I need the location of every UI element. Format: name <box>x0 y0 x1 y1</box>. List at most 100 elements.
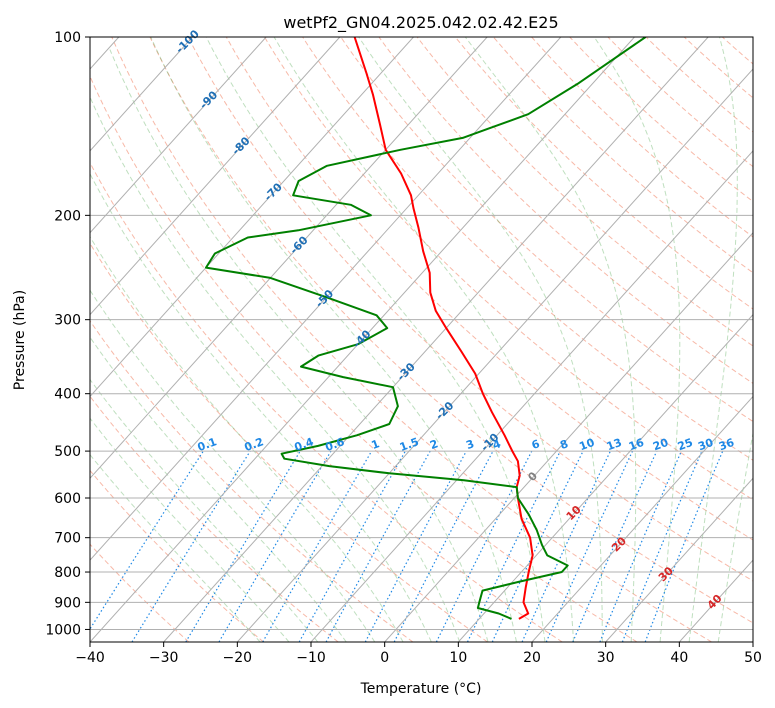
moist-adiabat <box>90 235 404 642</box>
x-tick-label: 0 <box>380 650 389 666</box>
x-tick-label: 30 <box>597 650 615 666</box>
chart-title: wetPf2_GN04.2025.042.02.42.E25 <box>283 13 558 33</box>
moist-adiabat <box>90 336 347 642</box>
moist-adiabat <box>464 37 637 642</box>
mixing-ratio-label: 3 <box>464 437 476 452</box>
x-tick-label: −30 <box>149 650 179 666</box>
dry-adiabat <box>493 37 753 274</box>
mixing-ratio-label: 16 <box>627 436 646 454</box>
moist-adiabat <box>90 378 319 642</box>
y-tick-label: 400 <box>54 387 81 403</box>
y-axis: 1000 900 800 700 600 500 400 300 200 100 <box>45 30 90 638</box>
mixing-ratio-label: 1 <box>370 437 382 452</box>
mixing-ratio-label: 6 <box>530 437 542 452</box>
plot-background <box>90 37 753 642</box>
dry-adiabat <box>90 395 339 642</box>
dry-adiabat <box>264 37 753 501</box>
dry-adiabat <box>569 37 753 203</box>
y-tick-label: 900 <box>54 595 81 611</box>
mixing-ratio-labels: 0.1 0.2 0.4 0.6 1 1.5 2 3 4 6 8 10 13 16 20 25 30 36 <box>196 435 737 454</box>
dry-adiabat <box>225 37 753 541</box>
isotherm-line <box>457 313 753 642</box>
dry-adiabat <box>149 37 753 624</box>
moist-adiabat <box>90 289 376 642</box>
moist-adiabat <box>90 172 432 642</box>
mixing-ratio-line <box>185 450 301 642</box>
plot-frame <box>89 36 754 643</box>
moist-adiabat <box>109 49 489 642</box>
moist-adiabat <box>358 37 603 642</box>
mixing-ratio-label: 4 <box>491 437 503 452</box>
y-tick-label: 600 <box>54 491 81 507</box>
y-tick-label: 1000 <box>45 622 81 638</box>
x-tick-label: 10 <box>449 650 467 666</box>
mixing-ratio-label: 8 <box>558 437 570 452</box>
dry-adiabat <box>90 320 414 642</box>
dry-adiabat <box>90 242 488 642</box>
y-tick-label: 500 <box>54 444 81 460</box>
mixing-ratio-label: 25 <box>676 436 695 453</box>
mixing-ratio-label: 13 <box>605 436 624 453</box>
isotherm-line <box>90 37 414 398</box>
mixing-ratio-line <box>545 450 634 642</box>
moist-adiabats <box>90 37 753 642</box>
isotherm-line <box>531 395 753 642</box>
x-axis-title: Temperature (°C) <box>360 681 482 697</box>
x-tick-label: 50 <box>744 650 762 666</box>
mixing-ratio-line <box>491 450 584 642</box>
mixing-ratio-label: 0.6 <box>323 435 346 454</box>
mixing-ratio-line <box>521 450 611 642</box>
mixing-ratio-line <box>599 450 682 642</box>
moist-adiabat <box>90 453 261 642</box>
y-tick-label: 200 <box>54 208 81 224</box>
x-tick-label: 20 <box>523 650 541 666</box>
dry-adiabat <box>90 469 264 642</box>
isotherm-grid <box>90 37 753 642</box>
x-tick-label: −10 <box>296 650 326 666</box>
moist-adiabat <box>90 417 290 642</box>
isotherm-line <box>163 37 709 642</box>
isobar-grid <box>90 37 753 630</box>
sounding-series <box>205 37 647 620</box>
isotherm-line <box>90 37 635 642</box>
moist-adiabat <box>90 95 461 642</box>
moist-adiabat <box>688 37 738 642</box>
moist-adiabat <box>273 37 575 642</box>
y-tick-label: 100 <box>54 30 81 46</box>
dry-adiabat <box>90 161 563 642</box>
isotherm-line <box>90 37 488 480</box>
x-tick-label: 40 <box>670 650 688 666</box>
dry-adiabat <box>187 37 753 582</box>
moist-adiabat <box>150 37 517 642</box>
y-tick-label: 300 <box>54 313 81 329</box>
mixing-ratio-label: 0.1 <box>196 435 219 454</box>
dewpoint-profile <box>205 37 647 620</box>
mixing-ratio-label: 2 <box>428 437 440 452</box>
mixing-ratio-line <box>466 450 561 642</box>
mixing-ratio-line <box>621 450 703 642</box>
x-axis: −40 −30 −20 −10 0 10 20 30 40 50 <box>75 642 762 666</box>
mixing-ratio-line <box>298 450 406 642</box>
mixing-ratio-label: 36 <box>717 436 736 454</box>
mixing-ratio-label: 30 <box>696 436 715 454</box>
moist-adiabat <box>205 37 546 642</box>
mixing-ratio-label: 0.4 <box>293 435 316 454</box>
moist-adiabat <box>717 430 753 642</box>
x-tick-label: −20 <box>223 650 253 666</box>
isotherm-line <box>605 477 753 642</box>
dry-adiabat <box>111 37 712 642</box>
isotherm-line <box>236 68 753 642</box>
temperature-profile <box>353 37 534 620</box>
mixing-ratio-label: 10 <box>578 436 597 454</box>
isotherm-line <box>90 37 193 152</box>
mixing-ratio-line <box>90 450 204 631</box>
isotherm-line <box>310 150 753 642</box>
mixing-ratio-lines <box>90 450 724 642</box>
mixing-ratio-line <box>131 450 251 642</box>
y-tick-label: 800 <box>54 565 81 581</box>
isotherm-line <box>90 37 341 316</box>
isotherm-line <box>90 37 267 234</box>
y-axis-title: Pressure (hPa) <box>12 290 28 390</box>
x-tick-label: −40 <box>75 650 105 666</box>
